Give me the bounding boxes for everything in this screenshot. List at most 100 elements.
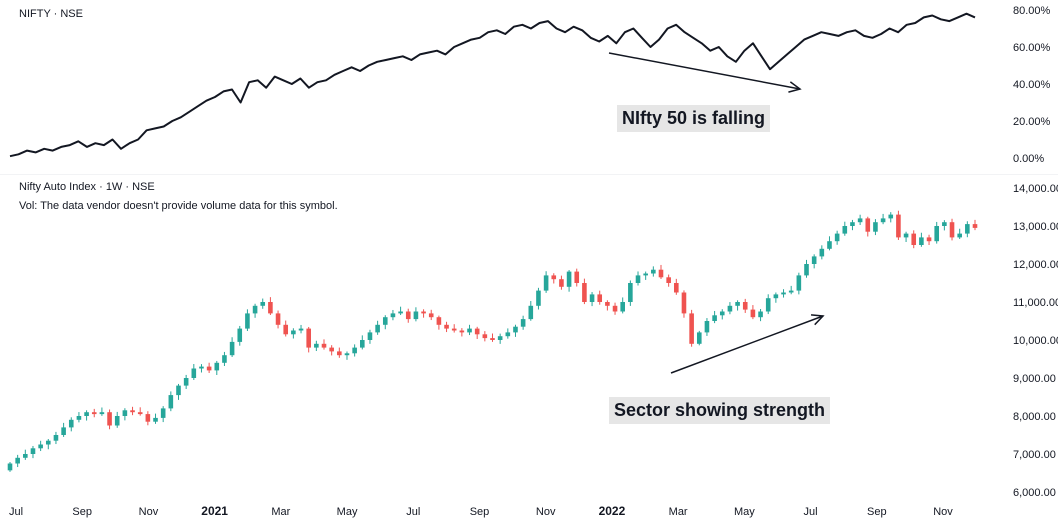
candle-body <box>750 309 756 318</box>
candle-body <box>689 313 694 344</box>
annotation-arrows <box>608 52 825 374</box>
candle-body <box>206 366 212 371</box>
candle-body <box>459 330 465 333</box>
candle-body <box>605 302 610 306</box>
candle-body <box>183 378 189 386</box>
candle-body <box>38 444 43 449</box>
candle-body <box>306 328 311 348</box>
candle-body <box>451 328 457 331</box>
candle-body <box>834 233 840 242</box>
candle-body <box>482 334 488 339</box>
candle-body <box>528 305 534 320</box>
candle-body <box>520 319 526 327</box>
candle-body <box>643 273 648 276</box>
candle-body <box>696 332 702 344</box>
candle-body <box>191 368 197 378</box>
bottom-axis-tick-label: 13,000.00 <box>1013 221 1058 233</box>
bottom-axis-tick-label: 8,000.00 <box>1013 411 1056 423</box>
candle-body <box>153 417 158 422</box>
candle-body <box>268 302 273 314</box>
time-axis-month-label: Sep <box>72 506 92 518</box>
candle-body <box>903 233 909 238</box>
candle-body <box>857 218 863 223</box>
candle-body <box>352 347 357 354</box>
candle-body <box>651 269 656 274</box>
annotation-sector-strength: Sector showing strength <box>609 397 831 424</box>
time-axis-month-label: Nov <box>139 506 159 518</box>
candle-body <box>444 324 449 329</box>
candle-body <box>942 222 947 226</box>
candle-body <box>559 279 564 287</box>
candle-body <box>896 214 901 238</box>
candle-body <box>467 328 472 333</box>
top-axis-tick-label: 80.00% <box>1013 5 1051 17</box>
time-axis-month-label: Nov <box>536 506 556 518</box>
candle-body <box>796 275 802 291</box>
candle-body <box>130 410 135 413</box>
time-axis-year-label: 2022 <box>599 504 626 518</box>
candle-body <box>214 362 220 371</box>
candle-body <box>137 412 143 415</box>
arrow-sector-strength-shaft <box>670 315 824 374</box>
candle-body <box>76 416 82 420</box>
time-axis-month-label: Mar <box>669 506 688 518</box>
top-price-axis: 80.00% 60.00% 40.00% 20.00% 0.00% <box>1013 5 1051 165</box>
time-axis-month-label: May <box>734 506 755 518</box>
candle-body <box>114 416 120 426</box>
candle-body <box>880 218 886 223</box>
candle-body <box>842 226 848 234</box>
candle-body <box>314 343 319 348</box>
candle-body <box>811 256 817 264</box>
candle-body <box>536 290 541 306</box>
candle-body <box>505 332 511 337</box>
bottom-axis-tick-label: 14,000.00 <box>1013 183 1058 195</box>
bottom-axis-tick-label: 9,000.00 <box>1013 373 1056 385</box>
candle-body <box>612 305 618 312</box>
candle-body <box>490 338 495 340</box>
time-axis-month-label: Jul <box>804 506 818 518</box>
candle-body <box>681 292 687 314</box>
candle-body <box>298 328 304 331</box>
arrow-nifty-falling-head <box>788 81 802 93</box>
candle-body <box>620 302 625 312</box>
candle-body <box>742 302 748 310</box>
candle-body <box>283 324 289 335</box>
bottom-axis-tick-label: 12,000.00 <box>1013 259 1058 271</box>
top-pane <box>9 12 976 158</box>
candle-body <box>949 222 955 238</box>
time-axis-month-label: Jul <box>9 506 23 518</box>
candle-body <box>788 290 794 293</box>
candle-body <box>926 237 932 242</box>
candle-body <box>30 448 36 454</box>
candle-body <box>704 321 710 333</box>
bottom-axis-tick-label: 11,000.00 <box>1013 297 1058 309</box>
top-axis-tick-label: 20.00% <box>1013 116 1051 128</box>
annotation-nifty-falling: NIfty 50 is falling <box>617 105 771 132</box>
candle-body <box>850 222 855 226</box>
candle-body <box>222 355 227 363</box>
candle-body <box>405 311 411 320</box>
time-axis-month-label: May <box>337 506 358 518</box>
candle-body <box>865 218 871 232</box>
candle-body <box>873 222 878 232</box>
volume-note: Vol: The data vendor doesn't provide vol… <box>19 200 338 212</box>
candle-body <box>160 408 166 418</box>
candle-body <box>7 463 13 471</box>
candle-body <box>367 332 373 340</box>
candle-body <box>674 283 679 293</box>
candle-body <box>260 302 266 306</box>
bottom-axis-tick-label: 6,000.00 <box>1013 487 1056 499</box>
candle-body <box>781 292 786 295</box>
candle-body <box>252 305 258 314</box>
candle-body <box>658 269 664 278</box>
top-axis-tick-label: 0.00% <box>1013 153 1044 165</box>
time-axis-month-label: Sep <box>470 506 490 518</box>
candle-body <box>68 419 74 428</box>
candle-body <box>428 313 434 318</box>
candle-body <box>819 248 825 257</box>
candle-body <box>176 385 181 396</box>
candle-body <box>566 271 572 287</box>
bottom-price-axis: 14,000.00 13,000.00 12,000.00 11,000.00 10,0… <box>1013 183 1058 499</box>
arrow-sector-strength-head <box>810 314 825 326</box>
candle-body <box>666 277 671 283</box>
